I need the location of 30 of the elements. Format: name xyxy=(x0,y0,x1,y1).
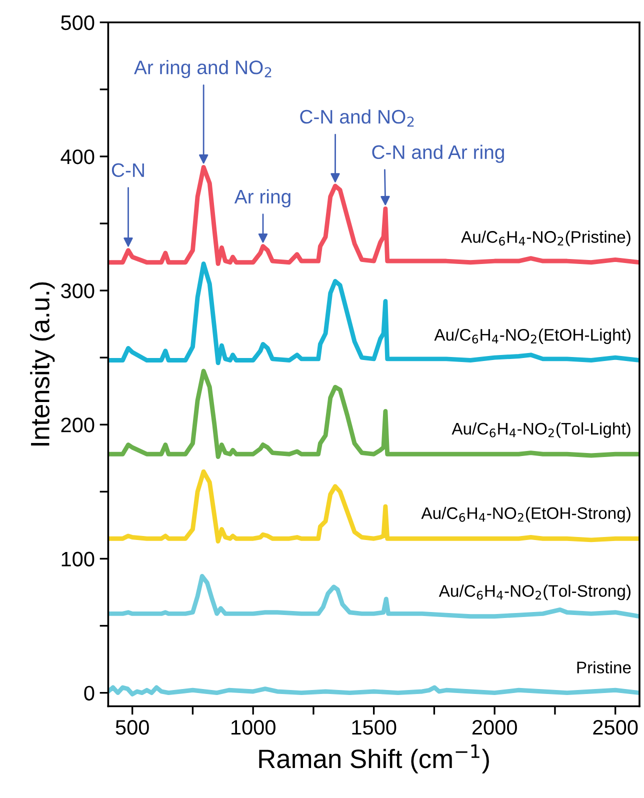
y-axis-title: Intensity (a.u.) xyxy=(30,282,55,446)
y-tick-label: 300 xyxy=(61,284,94,298)
line-series xyxy=(108,164,640,266)
line-series xyxy=(108,261,640,366)
line-series xyxy=(108,368,640,460)
annotation: C-N and Ar ring xyxy=(372,144,504,163)
x-tick-label: 500 xyxy=(116,720,149,735)
line-series xyxy=(108,685,640,696)
x-axis-title: Raman Shift (cm$^{−1}$) xyxy=(259,744,489,774)
series-label: Pristine xyxy=(577,661,631,674)
annotation: C-N and NO$_{2}$ xyxy=(300,109,414,127)
annotation: Ar ring xyxy=(234,189,290,208)
y-tick-label: 100 xyxy=(62,552,94,566)
y-tick-label: 400 xyxy=(60,149,94,164)
annotation: Ar ring and NO$_{2}$ xyxy=(134,60,272,78)
x-tick-label: 2500 xyxy=(593,720,638,735)
line-series xyxy=(108,574,640,619)
series-label: Au/C$_{6}$H$_{4}$-NO$_{2}$(Pristine) xyxy=(461,230,630,246)
line-series xyxy=(108,469,640,544)
series-label: Au/C$_{6}$H$_{4}$-NO$_{2}$(Tol-Light) xyxy=(452,422,630,438)
y-tick-label: 200 xyxy=(61,418,94,432)
y-tick-label: 0 xyxy=(84,686,94,701)
series-label: Au/C$_{6}$H$_{4}$-NO$_{2}$(EtOH-Strong) xyxy=(421,506,630,522)
x-tick-label: 1000 xyxy=(232,720,276,735)
y-tick-label: 500 xyxy=(61,15,94,30)
series-label: Au/C$_{6}$H$_{4}$-NO$_{2}$(Tol-Strong) xyxy=(438,584,630,600)
x-tick-label: 1500 xyxy=(352,720,396,735)
annotation: C-N xyxy=(112,163,144,178)
x-tick-label: 2000 xyxy=(472,720,517,735)
series-label: Au/C$_{6}$H$_{4}$-NO$_{2}$(EtOH-Light) xyxy=(434,328,630,344)
